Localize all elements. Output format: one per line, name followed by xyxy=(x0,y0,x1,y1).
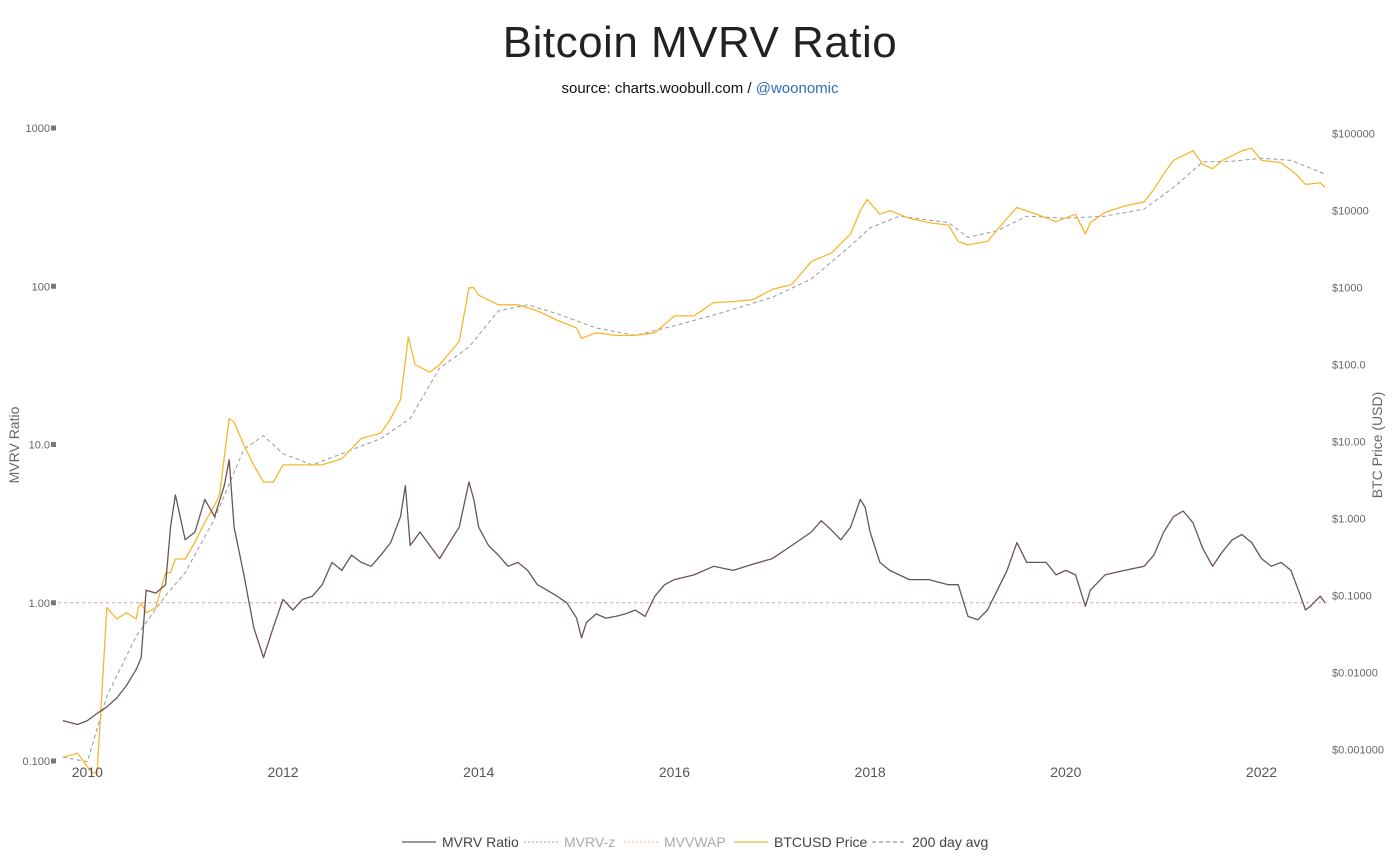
x-tick-label: 2020 xyxy=(1050,764,1081,780)
chart-subtitle: source: charts.woobull.com / @woonomic xyxy=(0,80,1400,97)
avg200-line xyxy=(62,157,1326,763)
right-tick-label: $100000 xyxy=(1332,129,1375,141)
left-tick-label: 1.00 xyxy=(29,598,50,610)
legend: MVRV Ratio MVRV-z MVVWAP BTCUSD Price 200 da… xyxy=(402,834,988,850)
left-axis-title: MVRV Ratio xyxy=(6,406,22,483)
avg200-series-group xyxy=(62,157,1326,763)
chart-title: Bitcoin MVRV Ratio xyxy=(502,18,898,67)
price-series-group xyxy=(62,147,1326,774)
right-tick-label: $0.001000 xyxy=(1332,745,1384,757)
x-tick-label: 2018 xyxy=(855,764,886,780)
right-tick-label: $100.0 xyxy=(1332,360,1366,372)
mvrv-ratio-line xyxy=(62,459,1326,726)
legend-item-label[interactable]: BTCUSD Price xyxy=(774,834,868,850)
right-tick-label: $1.000 xyxy=(1332,514,1366,526)
right-axis-title: BTC Price (USD) xyxy=(1369,392,1385,499)
legend-item-label[interactable]: MVRV Ratio xyxy=(442,834,519,850)
x-tick-label: 2014 xyxy=(463,764,494,780)
right-tick-label: $0.1000 xyxy=(1332,591,1372,603)
left-tick-label: 1000 xyxy=(26,123,50,135)
left-tick-label: 100 xyxy=(32,281,50,293)
x-tick-label: 2016 xyxy=(659,764,690,780)
author-handle-link[interactable]: @woonomic xyxy=(755,80,839,97)
left-axis-ticks: 1000 100 10.0 1.00 0.100 xyxy=(22,123,56,768)
right-tick-label: $10000 xyxy=(1332,206,1369,218)
left-tick-mark xyxy=(51,283,56,289)
right-tick-label: $1000 xyxy=(1332,283,1363,295)
legend-item-label[interactable]: MVRV-z xyxy=(564,834,615,850)
btcusd-price-line xyxy=(62,147,1326,774)
mvrv-series-group xyxy=(62,459,1326,726)
x-tick-label: 2012 xyxy=(267,764,298,780)
legend-item-label[interactable]: 200 day avg xyxy=(912,834,988,850)
right-axis-ticks: $100000 $10000 $1000 $100.0 $10.00 $1.000 $0.1… xyxy=(1332,129,1384,757)
x-axis-ticks: 2010 2012 2014 2016 2018 2020 2022 xyxy=(72,764,1278,780)
source-text: source: charts.woobull.com / xyxy=(561,80,752,97)
left-tick-label: 10.0 xyxy=(29,440,50,452)
right-tick-label: $0.01000 xyxy=(1332,668,1378,680)
legend-item-label[interactable]: MVVWAP xyxy=(664,834,726,850)
left-tick-mark xyxy=(51,125,56,131)
x-tick-label: 2010 xyxy=(72,764,103,780)
right-tick-label: $10.00 xyxy=(1332,437,1366,449)
x-tick-label: 2022 xyxy=(1246,764,1277,780)
left-tick-label: 0.100 xyxy=(22,756,50,768)
left-tick-mark xyxy=(51,442,56,447)
left-tick-mark xyxy=(51,600,56,606)
left-tick-mark xyxy=(51,758,56,764)
